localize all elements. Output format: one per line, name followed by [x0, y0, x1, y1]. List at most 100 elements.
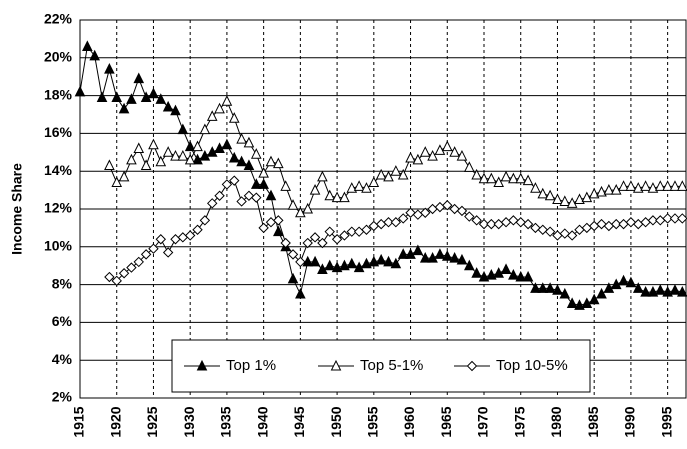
data-point [618, 274, 629, 286]
data-point [464, 161, 475, 172]
data-point [552, 284, 563, 295]
y-tick-label: 10% [44, 238, 73, 254]
data-point [456, 205, 468, 217]
data-point [258, 222, 269, 234]
data-point [192, 140, 203, 152]
data-point [148, 87, 159, 99]
y-tick-label: 2% [52, 389, 73, 405]
data-point [530, 182, 541, 193]
data-point [162, 146, 174, 157]
data-point [170, 234, 181, 245]
data-point [493, 218, 504, 230]
data-point [295, 287, 306, 299]
data-point [522, 270, 534, 282]
data-point [522, 174, 534, 186]
data-point [361, 182, 372, 193]
data-point [133, 72, 145, 84]
data-point [544, 189, 556, 201]
data-point [118, 268, 130, 279]
data-point [368, 176, 380, 188]
data-point [265, 155, 277, 167]
data-point [449, 203, 460, 215]
data-point [397, 248, 409, 259]
data-point [581, 222, 593, 234]
data-point [302, 202, 314, 214]
data-point [596, 185, 607, 197]
data-point [177, 149, 189, 161]
x-tick-label: 1990 [622, 406, 638, 437]
data-point [89, 49, 100, 61]
data-point [295, 256, 306, 268]
data-point [610, 278, 622, 290]
data-point [677, 213, 687, 224]
data-point [317, 237, 328, 249]
data-point [309, 232, 321, 243]
data-point [412, 209, 424, 220]
data-point [162, 100, 174, 112]
data-point [383, 217, 394, 228]
data-point [214, 190, 225, 201]
data-point [412, 244, 424, 256]
data-point [155, 234, 167, 245]
data-point [192, 224, 203, 235]
data-point [236, 155, 247, 167]
data-point [346, 226, 357, 237]
data-point [273, 157, 284, 169]
data-point [574, 193, 585, 205]
data-point [618, 180, 629, 191]
data-point [434, 144, 446, 155]
data-point [243, 159, 255, 171]
legend-marker [330, 359, 342, 371]
data-point [206, 146, 218, 157]
data-point [493, 176, 504, 188]
data-point [677, 286, 687, 297]
data-point [442, 200, 453, 211]
data-point [148, 243, 159, 254]
data-point [449, 146, 460, 157]
data-point [397, 213, 409, 224]
y-tick-label: 16% [44, 124, 73, 140]
data-point [155, 93, 167, 104]
data-point [250, 148, 262, 159]
data-point [478, 218, 490, 230]
data-point [280, 237, 291, 249]
data-point [574, 299, 585, 310]
data-point [353, 226, 365, 237]
data-point [515, 270, 527, 282]
data-point [640, 286, 651, 297]
data-point [559, 195, 571, 206]
data-point [486, 172, 497, 184]
data-point [184, 153, 196, 165]
data-point [324, 189, 336, 201]
x-tick-label: 1935 [218, 406, 234, 437]
data-point [375, 253, 387, 265]
data-point [405, 207, 416, 218]
data-point [566, 230, 578, 241]
data-point [214, 142, 225, 154]
data-point [170, 104, 181, 116]
data-point [250, 178, 262, 189]
data-point [500, 263, 512, 274]
data-point [405, 151, 416, 163]
y-tick-label: 6% [52, 313, 73, 329]
data-point [383, 170, 394, 182]
data-point [544, 226, 556, 237]
data-point [317, 170, 328, 182]
y-tick-label: 4% [52, 351, 73, 367]
data-point [397, 168, 409, 180]
data-point [581, 191, 593, 203]
data-point [647, 182, 659, 193]
data-point [493, 267, 504, 278]
data-point [243, 190, 255, 201]
legend-marker [466, 360, 478, 372]
data-point [140, 159, 152, 171]
data-point [640, 180, 651, 191]
data-point [427, 252, 438, 263]
data-point [478, 270, 490, 282]
data-point [375, 168, 387, 180]
data-point [530, 222, 541, 234]
data-point [309, 255, 321, 267]
data-point [633, 218, 644, 230]
data-point [603, 220, 615, 232]
data-point [632, 182, 644, 193]
